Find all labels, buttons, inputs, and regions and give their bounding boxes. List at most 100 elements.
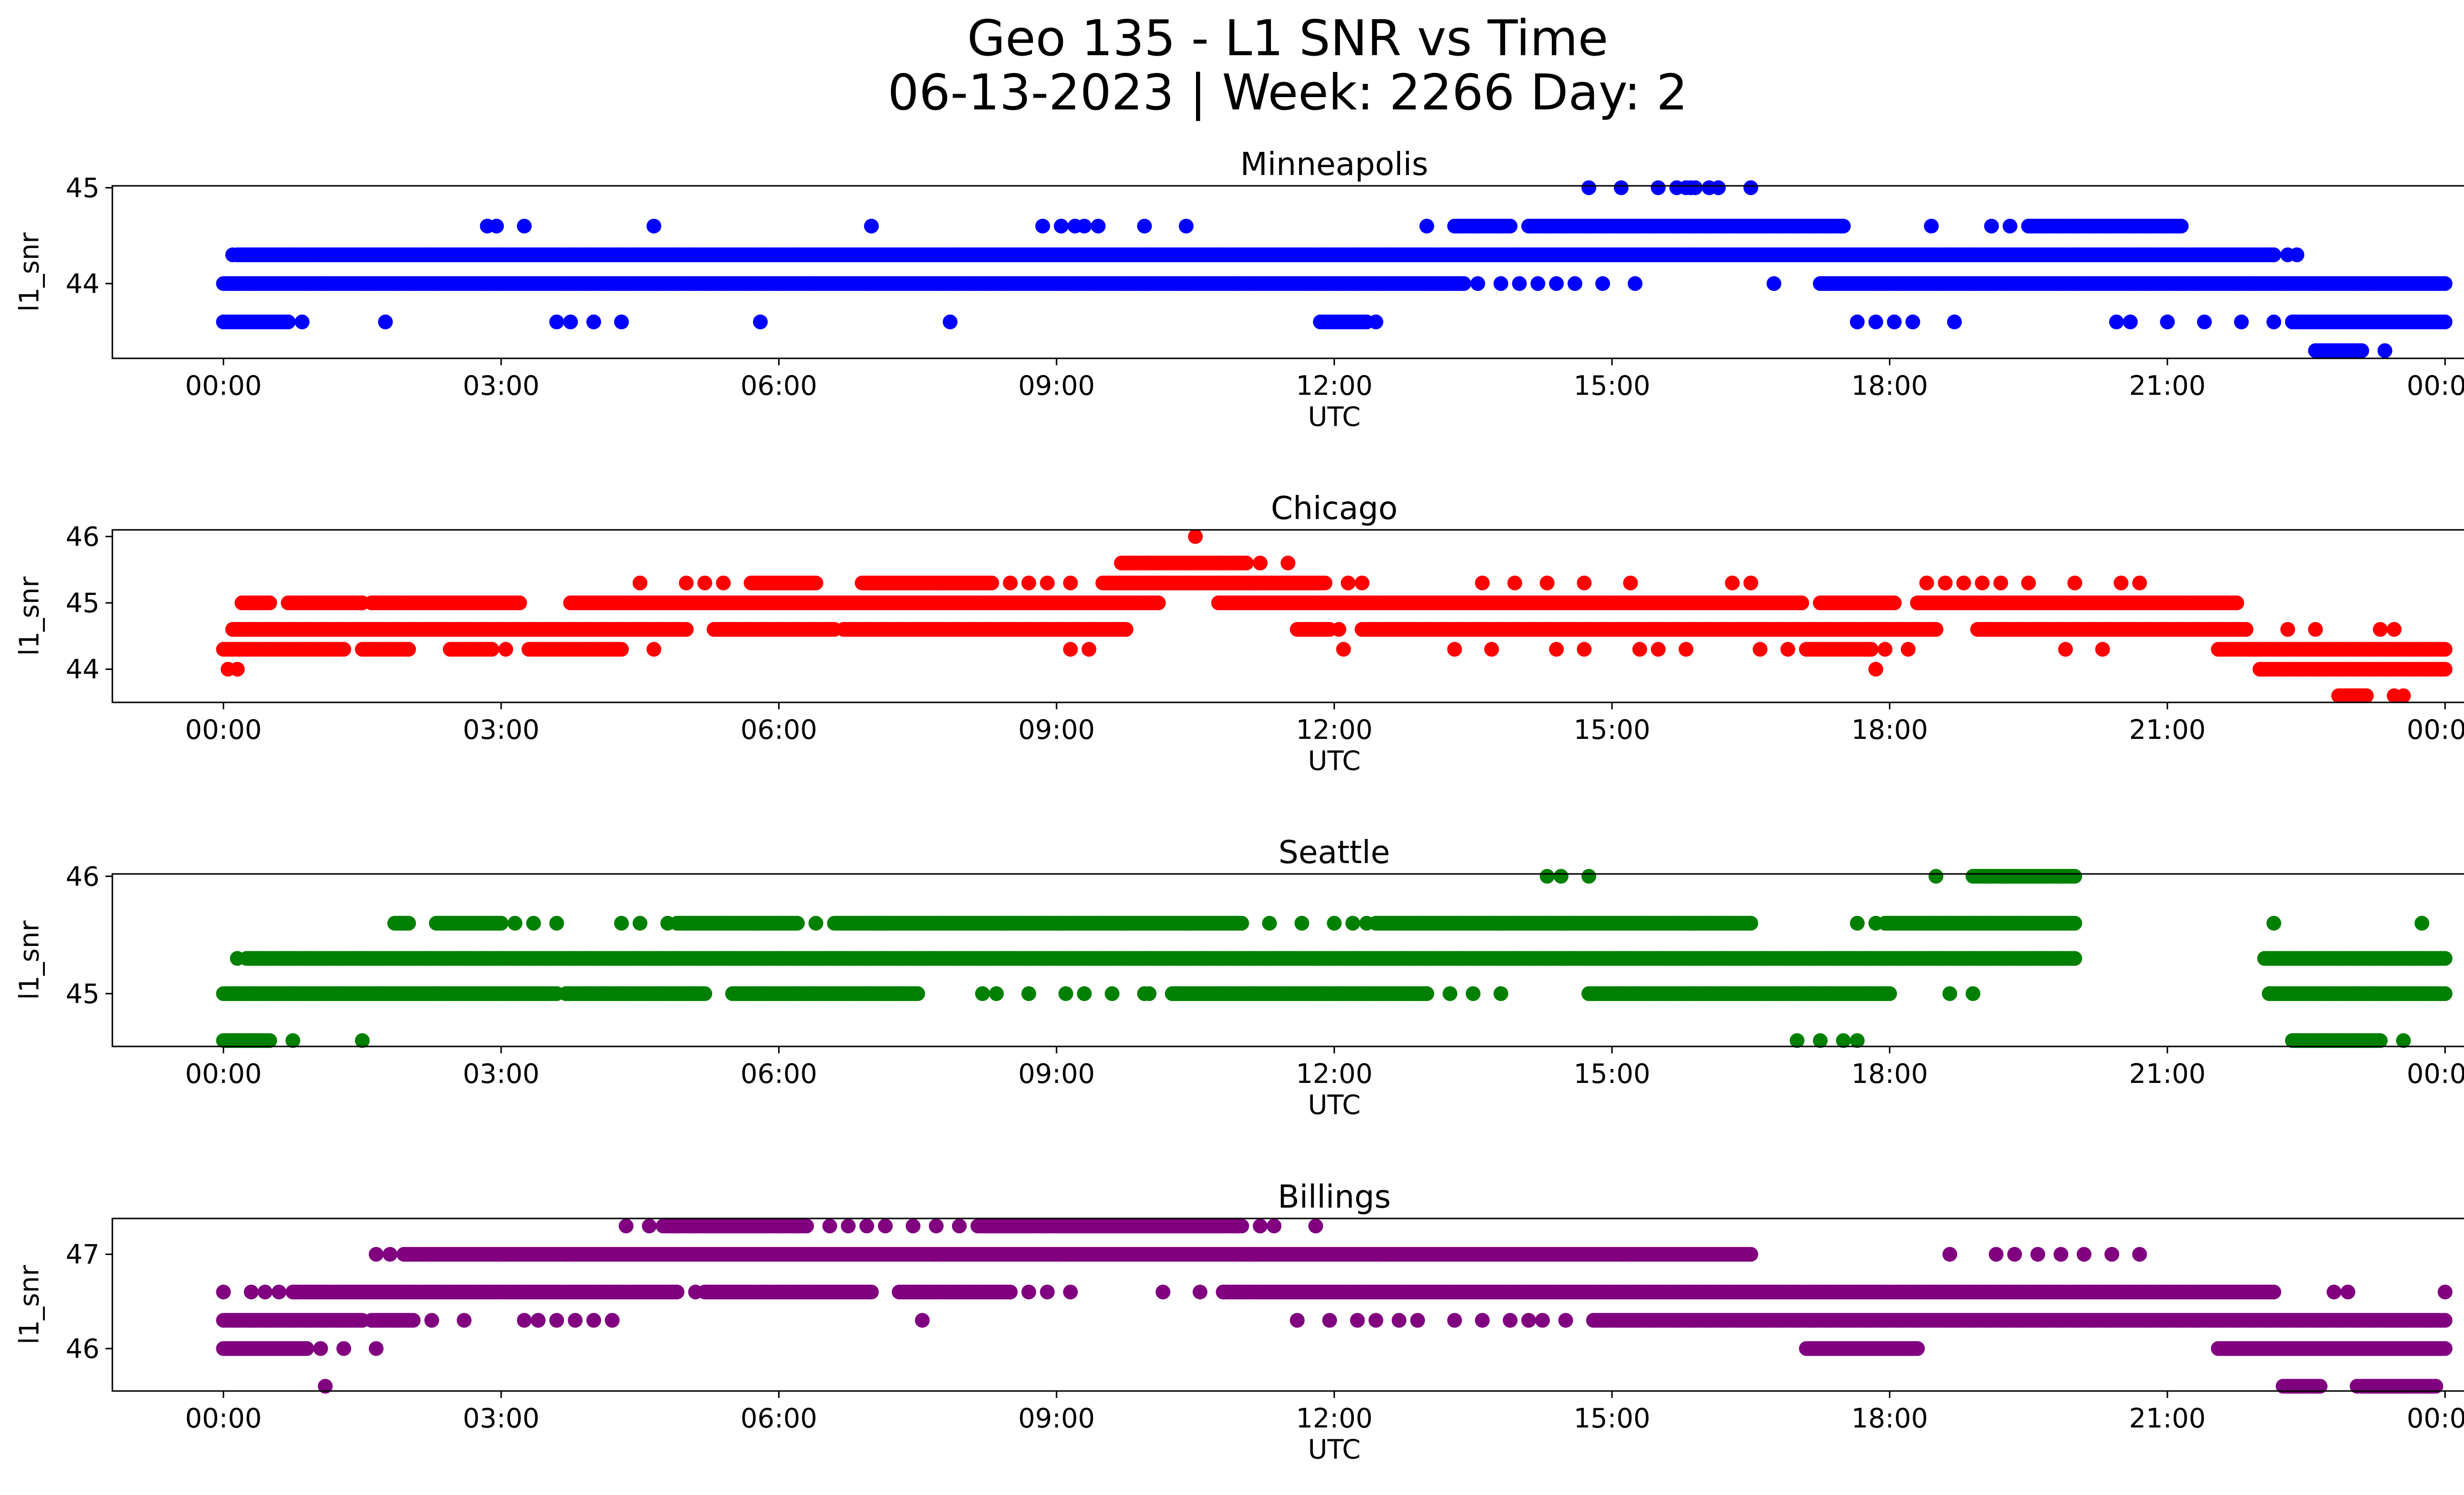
data-point (1151, 595, 1166, 611)
data-point (1081, 642, 1096, 657)
data-point (1317, 575, 1333, 591)
data-point (1063, 642, 1078, 657)
data-point (1576, 642, 1592, 657)
data-point (1743, 180, 1758, 195)
data-point (1503, 218, 1518, 234)
data-point (1253, 556, 1268, 571)
x-tick-label: 15:00 (1574, 714, 1650, 745)
data-point (1613, 180, 1629, 195)
data-point (1280, 556, 1296, 571)
data-point (1905, 314, 1920, 330)
subplot-title: Minneapolis (1240, 146, 1428, 183)
data-point (1179, 218, 1194, 234)
data-point (679, 622, 694, 637)
subplot-title: Seattle (1278, 834, 1390, 871)
data-point (1035, 218, 1050, 234)
data-point (1354, 575, 1369, 591)
data-point (1340, 575, 1356, 591)
data-point (1886, 314, 1902, 330)
data-point (1864, 642, 1879, 657)
data-point (1868, 661, 1883, 677)
data-point (1878, 642, 1893, 657)
x-tick-label: 09:00 (1018, 370, 1095, 401)
data-point (1262, 916, 1277, 931)
x-axis-label: UTC (1308, 745, 1361, 776)
data-point (401, 916, 416, 931)
data-point (660, 916, 675, 931)
data-point (280, 314, 296, 330)
data-point (1540, 575, 1555, 591)
figure-title-line2: 06-13-2023 | Week: 2266 Day: 2 (888, 64, 1687, 121)
data-point (1868, 314, 1883, 330)
data-point (697, 575, 713, 591)
data-point (1294, 916, 1309, 931)
data-point (1919, 575, 1934, 591)
data-point (489, 218, 504, 234)
data-point (1530, 276, 1545, 291)
data-point (808, 916, 823, 931)
data-point (808, 575, 823, 591)
data-point (2437, 314, 2453, 330)
data-point (1766, 276, 1781, 291)
data-point (2290, 247, 2304, 262)
data-point (1369, 314, 1383, 330)
data-point (295, 314, 310, 330)
x-tick-label: 15:00 (1574, 370, 1650, 401)
data-point (646, 218, 661, 234)
data-point (1040, 575, 1055, 591)
data-point (2197, 314, 2212, 330)
data-point (1628, 276, 1643, 291)
data-point (1239, 556, 1254, 571)
data-point (2354, 343, 2369, 358)
data-point (2114, 575, 2129, 591)
data-point (1688, 180, 1703, 195)
data-point (2122, 314, 2138, 330)
data-point (2229, 595, 2244, 611)
data-point (1743, 575, 1758, 591)
data-point (2067, 869, 2083, 884)
data-point (230, 661, 245, 677)
y-tick-label: 44 (66, 654, 100, 685)
data-point (225, 247, 240, 262)
y-axis-label: l1_snr (14, 576, 45, 656)
data-point (1234, 916, 1249, 931)
data-point (508, 916, 523, 931)
data-point (1470, 276, 1485, 291)
y-tick-label: 46 (66, 521, 100, 552)
x-tick-label: 21:00 (2129, 370, 2206, 401)
y-tick-label: 45 (66, 588, 100, 619)
x-tick-label: 00:00 (2407, 714, 2464, 745)
x-tick-label: 03:00 (463, 370, 540, 401)
data-point (679, 575, 694, 591)
data-point (1928, 622, 1944, 637)
data-point (864, 218, 879, 234)
data-point (484, 642, 500, 657)
data-point (1567, 276, 1582, 291)
data-point (1849, 314, 1865, 330)
data-point (1359, 916, 1374, 931)
data-point (1549, 642, 1564, 657)
data-point (2266, 247, 2282, 262)
data-point (1984, 218, 1999, 234)
data-point (512, 595, 527, 611)
data-point (1725, 575, 1740, 591)
data-point (1581, 180, 1597, 195)
data-point (2437, 276, 2453, 291)
data-point (1576, 575, 1592, 591)
data-point (1581, 869, 1597, 884)
data-point (401, 642, 416, 657)
x-tick-label: 06:00 (741, 714, 818, 745)
data-point (943, 314, 958, 330)
data-point (1484, 642, 1499, 657)
data-point (1540, 869, 1555, 884)
data-point (549, 314, 564, 330)
data-point (2437, 661, 2453, 677)
data-point (2058, 642, 2073, 657)
data-point (1336, 642, 1351, 657)
x-tick-label: 21:00 (2129, 714, 2206, 745)
data-point (2238, 622, 2254, 637)
data-point (1331, 622, 1346, 637)
data-point (1650, 180, 1666, 195)
data-point (1849, 916, 1865, 931)
